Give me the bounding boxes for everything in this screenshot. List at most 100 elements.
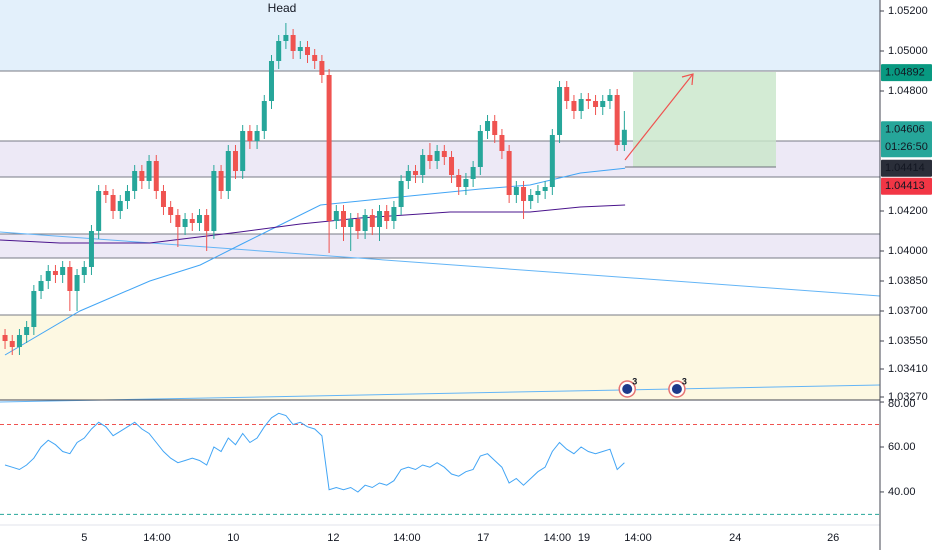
zones: [0, 0, 881, 403]
candle-body: [326, 75, 332, 221]
trend-line: [0, 384, 881, 403]
candle-body: [160, 191, 166, 207]
candle-body: [521, 187, 527, 201]
candle-body: [513, 187, 519, 195]
candle-body: [132, 171, 138, 191]
candle-body: [261, 101, 267, 131]
candle-body: [391, 207, 397, 221]
candle-body: [88, 231, 94, 267]
y-tick-label: 1.03550: [888, 335, 928, 347]
rsi-line: [4, 412, 625, 493]
price-label-text: 1.04414: [885, 162, 925, 174]
candle-body: [333, 211, 339, 221]
y-tick-label: 1.03410: [888, 363, 928, 375]
candle-body: [557, 87, 563, 135]
candle-body: [600, 101, 606, 107]
y-tick-label: 1.03270: [888, 391, 928, 403]
candle-body: [297, 47, 303, 51]
x-tick-label: 5: [81, 532, 87, 544]
candle-body: [427, 155, 433, 161]
candle-body: [175, 215, 181, 227]
candle-body: [348, 219, 354, 227]
price-label: [881, 64, 932, 82]
candle-body: [276, 41, 282, 61]
arrow-head: [681, 73, 694, 86]
y-tick-label: 1.04800: [888, 85, 928, 97]
candle-body: [16, 335, 22, 347]
candle-body: [240, 131, 246, 171]
candle-body: [585, 99, 591, 101]
x-tick-label: 14:00: [143, 532, 171, 544]
price-label: [881, 177, 932, 195]
supply-zone: [0, 0, 880, 71]
price-label-text: 1.04413: [885, 180, 925, 192]
price-axis: [880, 0, 932, 550]
rsi-tick-label: 40.00: [888, 486, 916, 498]
y-tick-label: 1.04000: [888, 245, 928, 257]
candle-body: [24, 327, 30, 335]
candle-body: [268, 61, 274, 101]
candle-body: [153, 161, 159, 191]
event-count: 3: [682, 376, 687, 386]
candle-body: [189, 219, 195, 223]
candle-body: [247, 131, 253, 141]
candle-body: [110, 195, 116, 211]
candle-body: [542, 187, 548, 191]
candle-body: [146, 161, 152, 181]
moving-average: [4, 167, 626, 356]
candle-body: [60, 267, 66, 275]
candle-body: [593, 101, 599, 107]
candle-body: [413, 171, 419, 175]
y-tick-label: 1.05000: [888, 45, 928, 57]
candle-body: [492, 121, 498, 135]
price-label: [881, 121, 932, 158]
candle-body: [211, 171, 217, 231]
x-tick-label: 14:00: [544, 532, 572, 544]
candle-body: [74, 275, 80, 291]
candle-body: [477, 131, 483, 167]
candle-body: [45, 271, 51, 281]
candle-body: [182, 219, 188, 227]
rsi-tick-label: 80.00: [888, 398, 916, 410]
countdown: 01:26:50: [885, 141, 928, 153]
candle-body: [254, 131, 260, 141]
candle-body: [434, 151, 440, 161]
candle-body: [571, 101, 577, 111]
candle-body: [456, 175, 462, 187]
candle-body: [549, 135, 555, 187]
candle-body: [485, 121, 491, 131]
x-tick-label: 10: [227, 532, 239, 544]
candle-body: [578, 99, 584, 111]
candle-body: [9, 341, 15, 347]
candle-body: [535, 191, 541, 195]
candle-body: [204, 215, 210, 231]
candle-body: [218, 171, 224, 191]
event-flag: [622, 384, 633, 394]
target-box: [633, 72, 776, 167]
price-label-text: 1.04606: [885, 124, 925, 136]
event-flag: [671, 384, 682, 394]
candle-body: [362, 215, 368, 231]
candle-body: [96, 191, 102, 231]
candle-body: [405, 171, 411, 181]
candle-body: [449, 157, 455, 175]
x-tick-label: 17: [477, 532, 489, 544]
candle-body: [564, 87, 570, 101]
price-label-text: 1.04892: [885, 67, 925, 79]
x-tick-label: 14:00: [624, 532, 652, 544]
candle-body: [312, 55, 318, 61]
x-tick-label: 14:00: [393, 532, 421, 544]
zone: [0, 234, 880, 258]
event-count: 3: [632, 376, 637, 386]
x-tick-label: 19: [578, 532, 590, 544]
candle-body: [528, 195, 534, 201]
candle-body: [420, 155, 426, 175]
candle-body: [232, 151, 238, 171]
candle-body: [103, 191, 109, 195]
candle-body: [470, 167, 476, 179]
candle-body: [506, 151, 512, 195]
candle-body: [441, 151, 447, 157]
candle-body: [283, 35, 289, 41]
candle-body: [67, 267, 73, 291]
